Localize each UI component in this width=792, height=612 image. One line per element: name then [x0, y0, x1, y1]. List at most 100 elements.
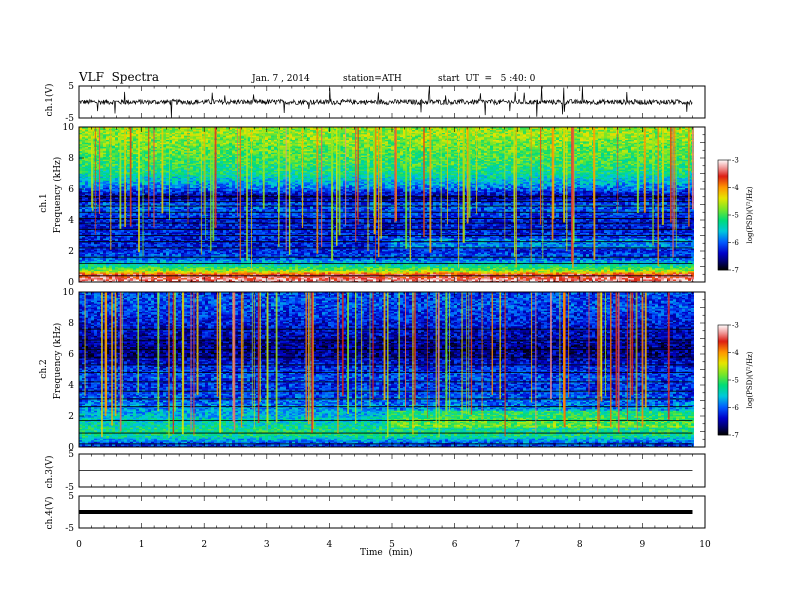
spectrogram-cell	[307, 269, 310, 272]
spectrogram-cell	[463, 272, 466, 274]
spectrogram-cell	[313, 259, 316, 262]
spectrogram-cell	[160, 273, 163, 276]
spectrogram-cell	[382, 259, 385, 262]
spectrogram-cell	[376, 270, 379, 273]
spectrogram-cell	[655, 276, 658, 279]
spectrogram-cell	[154, 272, 157, 274]
spectrogram-cell	[184, 259, 187, 262]
spectrogram-cell	[205, 273, 208, 276]
spectrogram-cell	[394, 259, 397, 262]
spectrogram-cell	[547, 270, 550, 273]
spectrogram-cell	[364, 276, 367, 279]
spectrogram-cell	[607, 279, 610, 281]
spectrogram-cell	[451, 270, 454, 273]
spectrogram-cell	[673, 276, 676, 279]
spectrogram-cell	[94, 276, 97, 279]
spectrogram-cell	[274, 277, 277, 280]
spectrogram-cell	[169, 269, 172, 272]
spectrogram-cell	[580, 279, 583, 281]
spectrogram-cell	[346, 277, 349, 280]
spectrogram-cell	[400, 276, 403, 279]
spectrogram-cell	[592, 277, 595, 280]
spectrogram-cell	[226, 280, 229, 283]
spectrogram-cell	[376, 259, 379, 262]
spectrogram-cell	[478, 276, 481, 279]
spectrogram-cell	[253, 276, 256, 279]
spectrogram-cell	[613, 280, 616, 283]
spectrogram-cell	[586, 269, 589, 272]
spectrogram-cell	[334, 280, 337, 283]
spectrogram-cell	[454, 276, 457, 279]
spectrogram-cell	[469, 270, 472, 273]
spectrogram-cell	[427, 259, 430, 262]
spectrogram-cell	[511, 277, 514, 280]
spectrogram-cell	[649, 272, 652, 274]
spectrogram-cell	[421, 270, 424, 273]
spectrogram-cell	[220, 259, 223, 262]
spectrogram-cell	[235, 259, 238, 262]
spectrogram-cell	[625, 277, 628, 280]
spectrogram-cell	[445, 269, 448, 272]
spectrogram-cell	[355, 273, 358, 276]
spectrogram-cell	[535, 276, 538, 279]
spectrogram-cell	[208, 259, 211, 262]
spectrogram-cell	[367, 270, 370, 273]
spectrogram-cell	[442, 269, 445, 272]
spectrogram-cell	[100, 277, 103, 280]
spectrogram-cell	[499, 273, 502, 276]
spectrogram-cell	[298, 269, 301, 272]
spectrogram-cell	[433, 276, 436, 279]
spectrogram-cell	[475, 270, 478, 273]
spectrogram-cell	[460, 272, 463, 274]
spectrogram-cell	[340, 269, 343, 272]
spectrogram-cell	[163, 272, 166, 274]
spectrogram-cell	[637, 276, 640, 279]
spectrogram-cell	[616, 277, 619, 280]
spectrogram-cell	[169, 272, 172, 274]
spectrogram-cell	[280, 259, 283, 262]
spectrogram-cell	[154, 280, 157, 283]
spectrogram-cell	[301, 272, 304, 274]
spectrogram-cell	[352, 276, 355, 279]
spectrogram-cell	[142, 277, 145, 280]
spectrogram-cell	[178, 270, 181, 273]
spectrogram-cell	[682, 276, 685, 279]
spectrogram-cell	[352, 279, 355, 281]
spectrogram-cell	[316, 279, 319, 281]
spectrogram-cell	[493, 277, 496, 280]
spectrogram-cell	[397, 269, 400, 272]
spectrogram-cell	[271, 269, 274, 272]
spectrogram-cell	[502, 259, 505, 262]
spectrogram-cell	[259, 277, 262, 280]
spectrogram-cell	[85, 272, 88, 274]
spectrogram-cell	[148, 276, 151, 279]
spectrogram-cell	[535, 270, 538, 273]
spectrogram-cell	[427, 269, 430, 272]
spectrogram-cell	[559, 277, 562, 280]
spectrogram-cell	[391, 280, 394, 283]
spectrogram-cell	[556, 273, 559, 276]
spectrogram-cell	[337, 259, 340, 262]
spectrogram-cell	[259, 269, 262, 272]
spectrogram-cell	[151, 272, 154, 274]
spectrogram-cell	[451, 277, 454, 280]
spectrogram-cell	[580, 269, 583, 272]
spectrogram-cell	[292, 273, 295, 276]
spectrogram-cell	[598, 273, 601, 276]
spectrogram-cell	[298, 270, 301, 273]
spectrogram-cell	[115, 269, 118, 272]
spectrogram-cell	[340, 280, 343, 283]
spectrogram-cell	[535, 273, 538, 276]
spectrogram-cell	[433, 259, 436, 262]
spectrogram-cell	[568, 277, 571, 280]
spectrogram-cell	[460, 277, 463, 280]
spectrogram-cell	[229, 279, 232, 281]
spectrogram-cell	[214, 276, 217, 279]
spectrogram-cell	[157, 277, 160, 280]
spectrogram-cell	[271, 273, 274, 276]
spectrogram-cell	[460, 269, 463, 272]
spectrogram-cell	[307, 276, 310, 279]
spectrogram-cell	[187, 272, 190, 274]
spectrogram-cell	[643, 276, 646, 279]
spectrogram-cell	[415, 270, 418, 273]
